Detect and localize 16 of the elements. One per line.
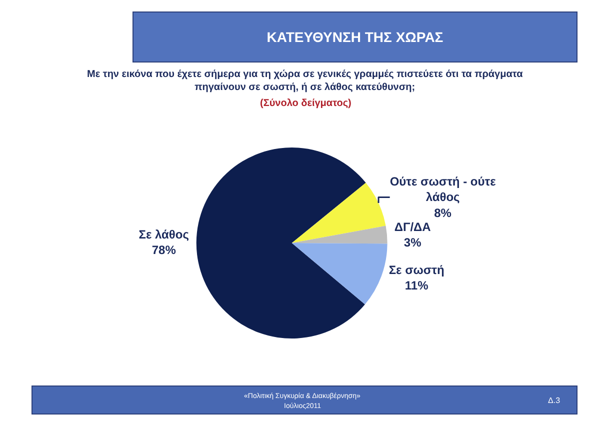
text: Δ.3 <box>548 396 561 405</box>
data-label: 78% <box>152 243 176 258</box>
slice-label: Σε λάθος <box>138 228 189 242</box>
pie-slice <box>292 226 388 244</box>
pie-slice <box>292 182 386 244</box>
chart-title: ΚΑΤΕΥΘΥΝΣΗ ΤΗΣ ΧΩΡΑΣ <box>266 28 444 45</box>
slice-label: ΔΓ/ΔΑ <box>394 220 432 234</box>
data-label: 8% <box>434 206 452 220</box>
data-label: 11% <box>404 278 429 293</box>
chart-subtitle: Με την εικόνα που έχετε σήμερα για τη χώρα σε γενικές γραμμές πιστεύετε ότι τα πράγματα πηγαίνουν σε σωστή, ή σε λάθος κατεύθυνση; <box>87 69 524 93</box>
pie-slice <box>196 148 366 338</box>
data-label: 3% <box>404 235 422 250</box>
pie-slice <box>292 243 388 304</box>
text: (Σύνολο δείγματος) <box>260 98 352 109</box>
slice-label: Σε σωστή <box>388 262 444 277</box>
slice-label: Ούτε σωστή - ούτε λάθος <box>390 174 496 204</box>
